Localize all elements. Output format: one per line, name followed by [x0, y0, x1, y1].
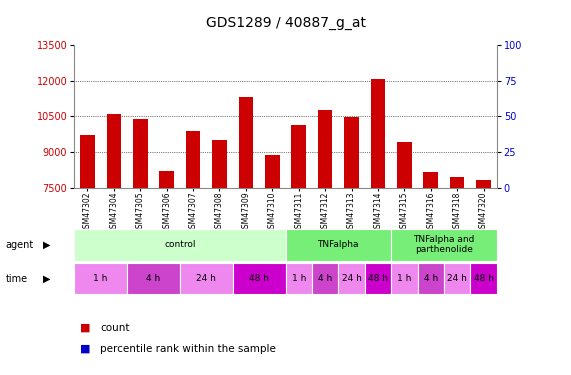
Bar [312, 262, 338, 294]
Bar [239, 97, 253, 366]
Bar [365, 262, 391, 294]
Text: 24 h: 24 h [341, 274, 361, 283]
Text: 48 h: 48 h [473, 274, 493, 283]
Bar [74, 229, 286, 261]
Bar [471, 262, 497, 294]
Text: time: time [6, 274, 28, 284]
Bar [318, 110, 332, 366]
Text: GDS1289 / 40887_g_at: GDS1289 / 40887_g_at [206, 16, 365, 30]
Text: percentile rank within the sample: percentile rank within the sample [100, 344, 276, 354]
Bar [444, 262, 471, 294]
Text: 1 h: 1 h [397, 274, 412, 283]
Text: 1 h: 1 h [94, 274, 108, 283]
Text: ■: ■ [80, 344, 90, 354]
Bar [74, 262, 127, 294]
Bar [391, 229, 497, 261]
Bar [450, 177, 464, 366]
Bar [80, 135, 95, 366]
Bar [180, 262, 233, 294]
Bar [476, 180, 491, 366]
Text: ■: ■ [80, 323, 90, 333]
Bar [286, 262, 312, 294]
Text: ▶: ▶ [43, 240, 50, 250]
Text: TNFalpha and
parthenolide: TNFalpha and parthenolide [413, 235, 475, 254]
Text: 24 h: 24 h [447, 274, 467, 283]
Text: count: count [100, 323, 130, 333]
Text: 4 h: 4 h [318, 274, 332, 283]
Text: TNFalpha: TNFalpha [317, 240, 359, 249]
Text: control: control [164, 240, 196, 249]
Bar [397, 142, 412, 366]
Bar [344, 117, 359, 366]
Bar [265, 155, 280, 366]
Bar [212, 140, 227, 366]
Text: 4 h: 4 h [146, 274, 160, 283]
Bar [159, 171, 174, 366]
Bar [127, 262, 180, 294]
Text: 48 h: 48 h [368, 274, 388, 283]
Bar [186, 130, 200, 366]
Bar [417, 262, 444, 294]
Bar [133, 118, 147, 366]
Bar [291, 124, 306, 366]
Bar [233, 262, 286, 294]
Text: ▶: ▶ [43, 274, 50, 284]
Bar [424, 172, 438, 366]
Text: 4 h: 4 h [424, 274, 438, 283]
Text: 24 h: 24 h [196, 274, 216, 283]
Text: 1 h: 1 h [292, 274, 306, 283]
Bar [286, 229, 391, 261]
Text: 48 h: 48 h [249, 274, 269, 283]
Bar [371, 80, 385, 366]
Text: agent: agent [6, 240, 34, 250]
Bar [338, 262, 365, 294]
Bar [107, 114, 121, 366]
Bar [391, 262, 417, 294]
